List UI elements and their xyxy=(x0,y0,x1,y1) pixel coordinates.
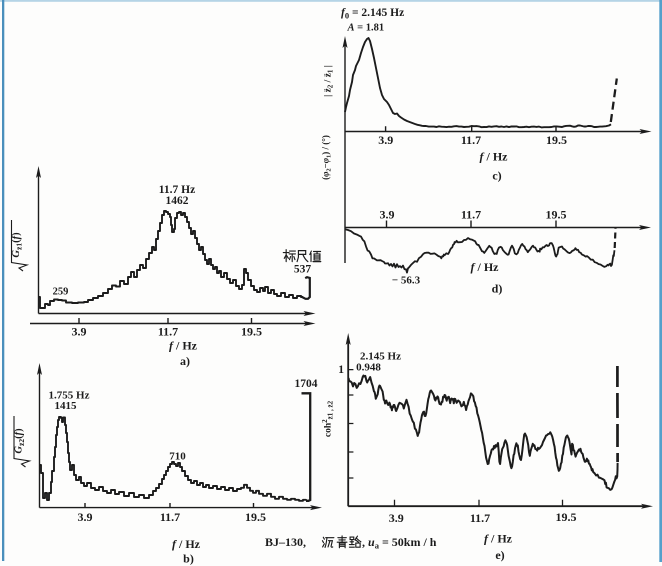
svg-text:A = 1.81: A = 1.81 xyxy=(347,23,385,34)
svg-text:f / Hz: f / Hz xyxy=(484,532,513,546)
svg-text:11.7 Hz: 11.7 Hz xyxy=(159,184,195,196)
svg-text:3.9: 3.9 xyxy=(389,511,404,525)
svg-text:19.5: 19.5 xyxy=(546,133,567,147)
svg-text:BJ–130,: BJ–130, xyxy=(265,535,306,549)
svg-text:11.7: 11.7 xyxy=(461,133,481,147)
svg-text:f0 = 2.145 Hz: f0 = 2.145 Hz xyxy=(341,7,404,21)
svg-text:3.9: 3.9 xyxy=(380,208,395,222)
svg-text:Gz̈1(f): Gz̈1(f) xyxy=(11,232,24,258)
svg-text:0.948: 0.948 xyxy=(356,362,381,374)
svg-text:(φ2−φ1) / (°): (φ2−φ1) / (°) xyxy=(321,135,333,180)
svg-text:1: 1 xyxy=(338,364,344,376)
svg-text:| z̈2 / z̈1 |: | z̈2 / z̈1 | xyxy=(323,65,335,97)
svg-text:11.7: 11.7 xyxy=(470,511,490,525)
svg-text:d): d) xyxy=(492,282,503,296)
svg-text:1704: 1704 xyxy=(295,378,318,390)
svg-text:− 56.3: − 56.3 xyxy=(392,275,421,287)
svg-text:f / Hz: f / Hz xyxy=(169,339,198,353)
svg-text:19.5: 19.5 xyxy=(245,510,266,524)
svg-text:3.9: 3.9 xyxy=(378,133,393,147)
svg-text:e): e) xyxy=(495,548,504,562)
svg-text:1415: 1415 xyxy=(55,400,78,412)
svg-text:1.755 Hz: 1.755 Hz xyxy=(49,390,90,402)
svg-text:1462: 1462 xyxy=(166,195,189,207)
svg-text:3.9: 3.9 xyxy=(78,510,93,524)
svg-text:259: 259 xyxy=(53,287,69,298)
svg-text:f / Hz: f / Hz xyxy=(480,150,509,164)
svg-text:537: 537 xyxy=(294,264,312,276)
svg-text:11.7: 11.7 xyxy=(461,208,481,222)
svg-text:3.9: 3.9 xyxy=(72,325,87,339)
svg-text:11.7: 11.7 xyxy=(160,510,180,524)
svg-text:710: 710 xyxy=(169,451,186,463)
svg-text:19.5: 19.5 xyxy=(241,325,262,339)
svg-text:Gz̈2(f): Gz̈2(f) xyxy=(14,428,27,454)
svg-text:2.145 Hz: 2.145 Hz xyxy=(360,351,401,363)
svg-text:f / Hz: f / Hz xyxy=(471,260,500,274)
svg-text:19.5: 19.5 xyxy=(556,510,577,524)
svg-text:f / Hz: f / Hz xyxy=(172,537,201,551)
svg-text:11.7: 11.7 xyxy=(158,325,178,339)
svg-text:c): c) xyxy=(492,169,501,183)
svg-text:19.5: 19.5 xyxy=(546,208,567,222)
svg-text:a): a) xyxy=(180,354,190,368)
svg-text:, ua = 50km / h: , ua = 50km / h xyxy=(362,535,437,551)
svg-text:b): b) xyxy=(183,552,194,566)
